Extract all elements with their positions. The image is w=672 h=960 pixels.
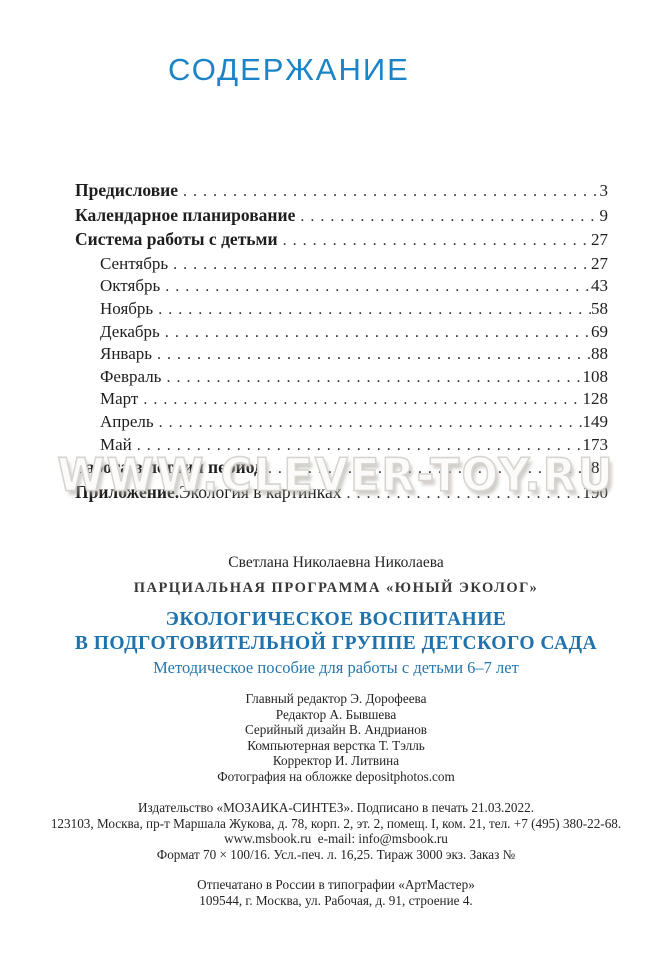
colophon-line: Серийный дизайн В. Андрианов (244, 722, 428, 738)
toc-entry-label: Октябрь (100, 276, 161, 296)
toc-leader-dots (278, 232, 591, 250)
colophon-line: 109544, г. Москва, ул. Рабочая, д. 91, с… (199, 892, 473, 908)
toc-entry: Работа в летний период 189 (75, 457, 608, 482)
toc-entry-page-number: 128 (582, 389, 609, 409)
toc-leader-dots (295, 208, 599, 226)
toc-entry-label: Работа в летний период (75, 457, 263, 478)
toc-leader-dots (161, 369, 582, 387)
toc-leader-dots (153, 301, 591, 319)
toc-leader-dots (168, 256, 591, 274)
colophon-line: Компьютерная верстка Т. Тэлль (247, 737, 425, 753)
toc-entry-page-number: 108 (582, 366, 609, 386)
printing-block: Отпечатано в России в типографии «АртМас… (0, 877, 672, 908)
toc-entry-label: Апрель (100, 411, 154, 431)
toc-entry-label: Календарное планирование (75, 204, 296, 225)
table-of-contents: Предисловие 3 Календарное планирование 9… (75, 180, 608, 506)
toc-leader-dots (154, 414, 583, 432)
toc-entry-label: Сентябрь (100, 253, 169, 273)
toc-entry-label: Декабрь (100, 321, 160, 341)
book-title-line-1: ЭКОЛОГИЧЕСКОЕ ВОСПИТАНИЕ (165, 609, 507, 631)
colophon-line: Редактор А. Бывшева (275, 706, 397, 722)
toc-entry-page-number: 69 (591, 321, 608, 341)
colophon-line: 123103, Москва, пр-т Маршала Жукова, д. … (50, 815, 622, 831)
toc-leader-dots (263, 460, 583, 478)
toc-entry: Май 173 (75, 435, 608, 458)
toc-entry: Календарное планирование 9 (75, 205, 608, 230)
toc-leader-dots (178, 183, 599, 201)
toc-entry-page-number: 58 (591, 298, 608, 318)
toc-entry-page-number: 43 (591, 276, 608, 296)
toc-entry: Февраль 108 (75, 367, 608, 390)
toc-leader-dots (132, 437, 583, 455)
toc-entry: Март 128 (75, 389, 608, 412)
toc-entry: Предисловие 3 (75, 180, 608, 205)
toc-leader-dots (152, 346, 591, 364)
toc-entry: Октябрь 43 (75, 276, 608, 299)
toc-entry-page-number: 173 (582, 434, 609, 454)
toc-entry: Система работы с детьми 27 (75, 229, 608, 254)
toc-entry-label: Предисловие (75, 180, 179, 200)
toc-entry: Январь 88 (75, 344, 608, 367)
toc-entry-page-number: 9 (599, 205, 609, 225)
toc-leader-dots (138, 391, 582, 409)
toc-leader-dots (342, 485, 583, 503)
colophon-line: Формат 70 × 100/16. Усл.-печ. л. 16,25. … (156, 846, 516, 862)
program-name: ПАРЦИАЛЬНАЯ ПРОГРАММА «ЮНЫЙ ЭКОЛОГ» (133, 580, 539, 597)
colophon-line: Главный редактор Э. Дорофеева (245, 691, 427, 707)
toc-entry: Апрель 149 (75, 412, 608, 435)
book-title: ЭКОЛОГИЧЕСКОЕ ВОСПИТАНИЕ В ПОДГОТОВИТЕЛЬ… (0, 608, 672, 655)
toc-leader-dots (160, 278, 591, 296)
toc-leader-dots (160, 324, 591, 342)
book-subtitle: Методическое пособие для работы с детьми… (153, 658, 519, 678)
author-name: Светлана Николаевна Николаева (228, 554, 444, 572)
toc-entry-label: Система работы с детьми (75, 229, 278, 250)
toc-entry-label: Приложение. (75, 481, 180, 502)
toc-entry: Ноябрь 58 (75, 299, 608, 322)
colophon-line: Издательство «МОЗАИКА-СИНТЕЗ». Подписано… (137, 800, 535, 816)
toc-entry-page-number: 190 (582, 482, 609, 502)
toc-entry-page-number: 27 (591, 253, 608, 273)
toc-entry-page-number: 3 (599, 181, 609, 200)
toc-entry-label: Январь (100, 344, 153, 364)
toc-entry-label-suffix: Экология в картинках (179, 481, 342, 502)
toc-entry-label: Ноябрь (100, 298, 154, 318)
toc-entry-page-number: 149 (582, 411, 609, 431)
colophon-line: www.msbook.ru e-mail: info@msbook.ru (224, 831, 448, 847)
toc-entry-page-number: 27 (591, 230, 608, 250)
toc-entry-label: Март (100, 389, 139, 409)
toc-entry: Сентябрь 27 (75, 254, 608, 277)
publisher-block: Издательство «МОЗАИКА-СИНТЕЗ». Подписано… (0, 800, 672, 862)
toc-entry-label: Февраль (100, 366, 162, 386)
colophon-line: Отпечатано в России в типографии «АртМас… (197, 877, 475, 893)
credits-block: Главный редактор Э. Дорофеева Редактор А.… (0, 691, 672, 784)
colophon-line: Корректор И. Литвина (272, 753, 400, 769)
colophon-line: Фотография на обложке depositphotos.com (217, 768, 455, 784)
colophon: Светлана Николаевна Николаева ПАРЦИАЛЬНА… (0, 554, 672, 908)
book-title-line-2: В ПОДГОТОВИТЕЛЬНОЙ ГРУППЕ ДЕТСКОГО САДА (74, 632, 598, 654)
toc-entry: Приложение. Экология в картинках 190 (75, 482, 608, 507)
toc-entry: Декабрь 69 (75, 322, 608, 345)
toc-entry-page-number: 88 (591, 344, 608, 364)
toc-entry-page-number: 189 (582, 458, 609, 478)
toc-entry-label: Май (100, 434, 132, 454)
page-title: СОДЕРЖАНИЕ (168, 52, 410, 87)
